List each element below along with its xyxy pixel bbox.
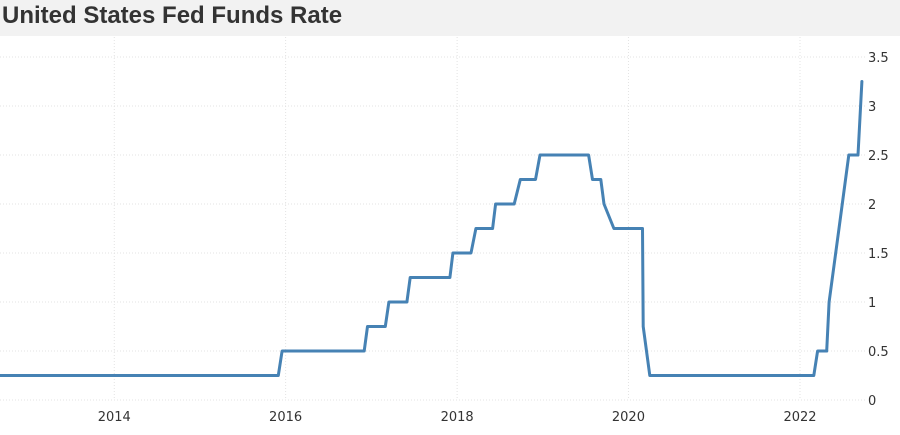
- x-tick-label: 2014: [98, 410, 131, 425]
- series-line: [0, 80, 864, 377]
- y-tick-label: 3.5: [868, 51, 889, 66]
- chart-title: United States Fed Funds Rate: [2, 2, 343, 29]
- y-tick-label: 0.5: [868, 345, 889, 360]
- y-tick-label: 0: [868, 394, 876, 409]
- x-tick-label: 2022: [783, 410, 816, 425]
- y-tick-label: 2.5: [868, 149, 889, 164]
- grid-layer: [0, 37, 865, 401]
- y-tick-label: 3: [868, 100, 876, 115]
- axis-tick-labels: 0 0.5 1 1.5 2 2.5 3 3.5 2014 2016 2018 2020 2022: [98, 51, 889, 425]
- x-tick-label: 2018: [441, 410, 474, 425]
- y-tick-label: 1: [868, 296, 876, 311]
- y-tick-label: 2: [868, 198, 876, 213]
- x-tick-label: 2016: [269, 410, 302, 425]
- y-tick-label: 1.5: [868, 247, 889, 262]
- x-tick-label: 2020: [612, 410, 645, 425]
- title-bar: [0, 0, 900, 36]
- series-layer: [0, 80, 864, 377]
